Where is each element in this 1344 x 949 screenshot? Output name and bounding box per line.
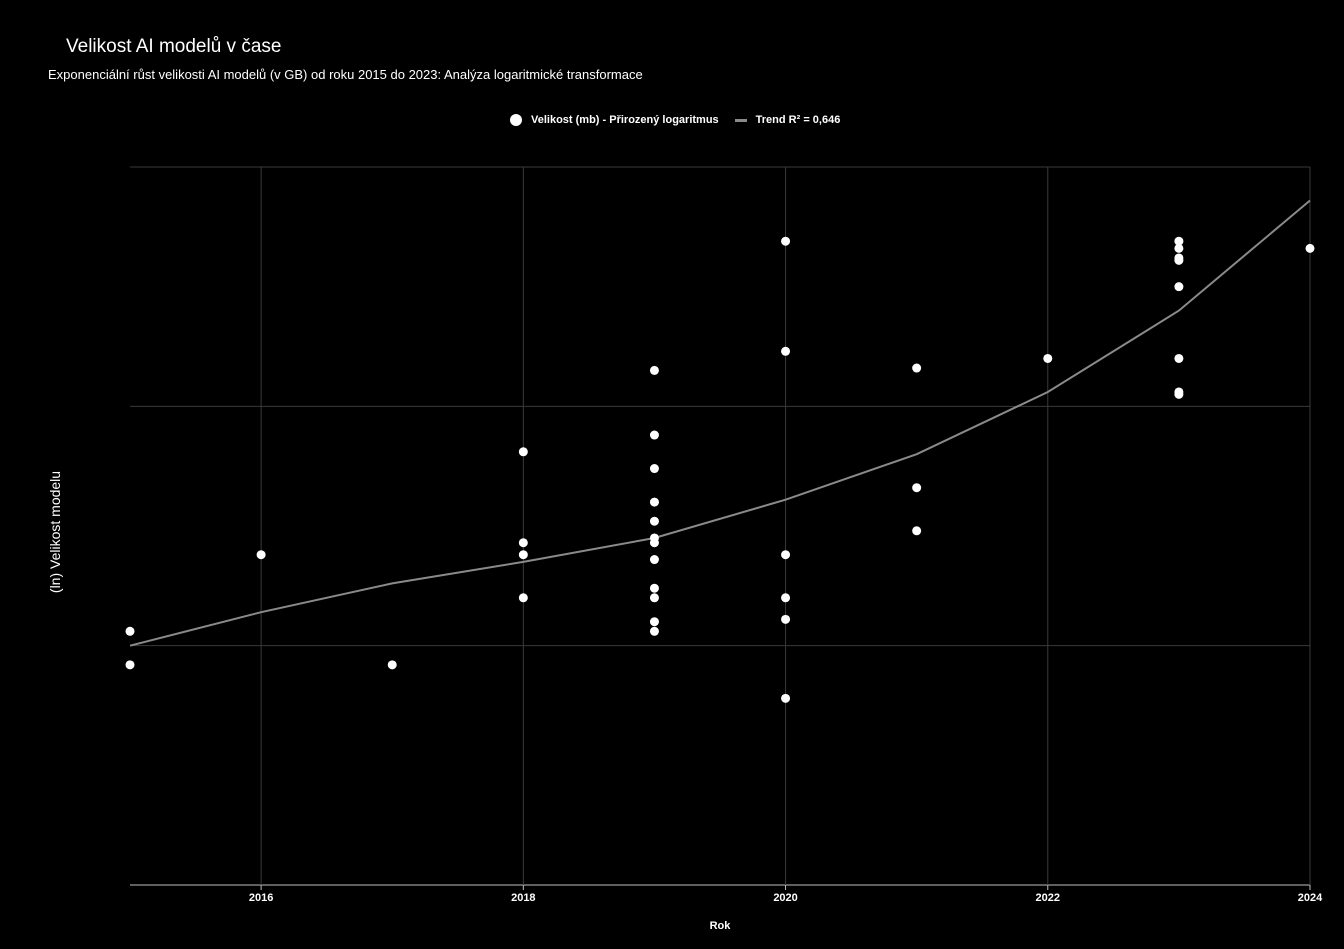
data-point[interactable] bbox=[649, 555, 659, 565]
data-point[interactable] bbox=[649, 464, 659, 474]
data-point[interactable] bbox=[649, 593, 659, 603]
data-point[interactable] bbox=[1174, 282, 1184, 292]
data-point[interactable] bbox=[1174, 353, 1184, 363]
data-point[interactable] bbox=[781, 550, 791, 560]
data-point[interactable] bbox=[518, 593, 528, 603]
data-point[interactable] bbox=[781, 593, 791, 603]
trend-line bbox=[129, 199, 1311, 647]
data-point[interactable] bbox=[781, 346, 791, 356]
data-point[interactable] bbox=[649, 497, 659, 507]
x-tick-label: 2022 bbox=[1036, 892, 1060, 904]
data-point[interactable] bbox=[125, 660, 135, 670]
data-point[interactable] bbox=[912, 363, 922, 373]
data-point[interactable] bbox=[649, 583, 659, 593]
data-point[interactable] bbox=[781, 236, 791, 246]
data-point[interactable] bbox=[125, 626, 135, 636]
data-point[interactable] bbox=[649, 626, 659, 636]
legend-label-trend: Trend R² = 0,646 bbox=[755, 114, 841, 126]
data-point[interactable] bbox=[649, 430, 659, 440]
data-point[interactable] bbox=[1174, 389, 1184, 399]
data-point[interactable] bbox=[649, 516, 659, 526]
chart-title: Velikost AI modelů v čase bbox=[66, 36, 282, 57]
x-tick-label: 2018 bbox=[511, 892, 535, 904]
data-point[interactable] bbox=[649, 617, 659, 627]
chart-subtitle: Exponenciální růst velikosti AI modelů (… bbox=[48, 67, 643, 82]
legend-dot-icon bbox=[510, 114, 522, 126]
data-point[interactable] bbox=[518, 447, 528, 457]
data-point[interactable] bbox=[781, 693, 791, 703]
data-point[interactable] bbox=[912, 526, 922, 536]
x-tick-label: 2020 bbox=[773, 892, 797, 904]
legend-label-points: Velikost (mb) - Přirozený logaritmus bbox=[531, 114, 719, 126]
data-point[interactable] bbox=[1174, 236, 1184, 246]
x-tick-label: 2024 bbox=[1298, 892, 1323, 904]
legend-item-points[interactable]: Velikost (mb) - Přirozený logaritmus bbox=[510, 114, 719, 126]
legend-item-trend[interactable]: Trend R² = 0,646 bbox=[734, 114, 841, 126]
data-point[interactable] bbox=[912, 483, 922, 493]
data-point[interactable] bbox=[649, 538, 659, 548]
data-point[interactable] bbox=[518, 538, 528, 548]
data-point[interactable] bbox=[649, 365, 659, 375]
data-point[interactable] bbox=[1305, 243, 1315, 253]
data-point[interactable] bbox=[518, 550, 528, 560]
data-point[interactable] bbox=[1174, 255, 1184, 265]
data-point[interactable] bbox=[387, 660, 397, 670]
data-point[interactable] bbox=[781, 614, 791, 624]
x-axis-label: Rok bbox=[709, 920, 731, 932]
legend-line-icon bbox=[734, 118, 747, 122]
legend: Velikost (mb) - Přirozený logaritmus Tre… bbox=[510, 114, 856, 126]
data-point[interactable] bbox=[256, 550, 266, 560]
data-point[interactable] bbox=[1174, 243, 1184, 253]
data-point[interactable] bbox=[1043, 353, 1053, 363]
x-tick-label: 2016 bbox=[249, 892, 273, 904]
